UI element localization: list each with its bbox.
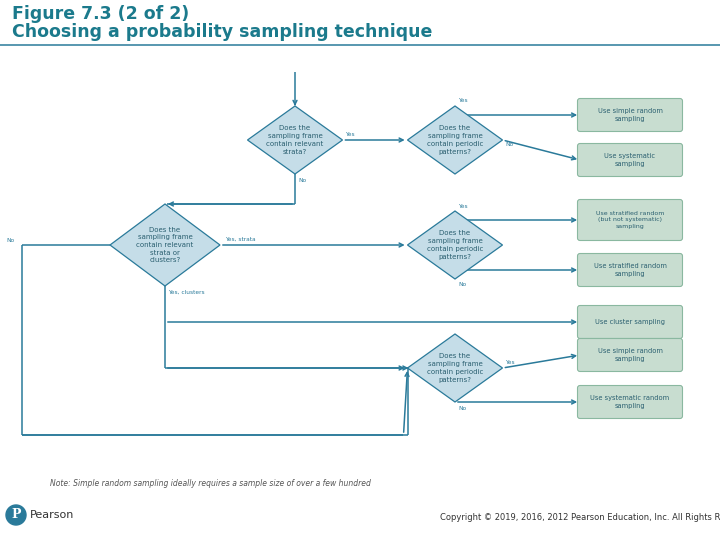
Polygon shape — [408, 211, 503, 279]
Text: Yes: Yes — [346, 132, 355, 138]
FancyBboxPatch shape — [577, 199, 683, 240]
Text: Yes: Yes — [458, 204, 467, 208]
Text: Yes, clusters: Yes, clusters — [168, 289, 204, 294]
Text: Use stratified random
(but not systematic)
sampling: Use stratified random (but not systemati… — [596, 211, 664, 229]
Polygon shape — [110, 204, 220, 286]
Text: Copyright © 2019, 2016, 2012 Pearson Education, Inc. All Rights Reserved: Copyright © 2019, 2016, 2012 Pearson Edu… — [440, 514, 720, 523]
Circle shape — [6, 505, 26, 525]
Text: No: No — [6, 238, 14, 242]
Text: Does the
sampling frame
contain periodic
patterns?: Does the sampling frame contain periodic… — [427, 353, 483, 383]
Text: Use systematic random
sampling: Use systematic random sampling — [590, 395, 670, 409]
FancyBboxPatch shape — [577, 306, 683, 339]
Text: No: No — [298, 178, 306, 183]
FancyBboxPatch shape — [577, 339, 683, 372]
Text: Does the
sampling frame
contain periodic
patterns?: Does the sampling frame contain periodic… — [427, 125, 483, 154]
Text: Figure 7.3 (2 of 2): Figure 7.3 (2 of 2) — [12, 5, 189, 23]
Text: Yes, strata: Yes, strata — [225, 237, 256, 241]
Text: Yes: Yes — [505, 360, 515, 365]
Text: No: No — [505, 143, 513, 147]
Text: Use simple random
sampling: Use simple random sampling — [598, 348, 662, 362]
Text: No: No — [458, 406, 466, 410]
Text: Use systematic
sampling: Use systematic sampling — [605, 153, 655, 167]
Text: Pearson: Pearson — [30, 510, 74, 520]
Text: Yes: Yes — [458, 98, 467, 104]
Text: Note: Simple random sampling ideally requires a sample size of over a few hundre: Note: Simple random sampling ideally req… — [50, 478, 371, 488]
Polygon shape — [248, 106, 343, 174]
Text: Use cluster sampling: Use cluster sampling — [595, 319, 665, 325]
FancyBboxPatch shape — [577, 98, 683, 132]
FancyBboxPatch shape — [577, 253, 683, 287]
Polygon shape — [408, 106, 503, 174]
FancyBboxPatch shape — [577, 386, 683, 418]
Text: Does the
sampling frame
contain relevant
strata or
clusters?: Does the sampling frame contain relevant… — [136, 226, 194, 264]
Text: Does the
sampling frame
contain relevant
strata?: Does the sampling frame contain relevant… — [266, 125, 323, 154]
Text: P: P — [12, 509, 21, 522]
Text: No: No — [458, 282, 466, 287]
Text: Choosing a probability sampling technique: Choosing a probability sampling techniqu… — [12, 23, 433, 41]
Text: Use stratified random
sampling: Use stratified random sampling — [593, 263, 667, 276]
FancyBboxPatch shape — [577, 144, 683, 177]
Text: Use simple random
sampling: Use simple random sampling — [598, 108, 662, 122]
Polygon shape — [408, 334, 503, 402]
Text: Does the
sampling frame
contain periodic
patterns?: Does the sampling frame contain periodic… — [427, 231, 483, 260]
